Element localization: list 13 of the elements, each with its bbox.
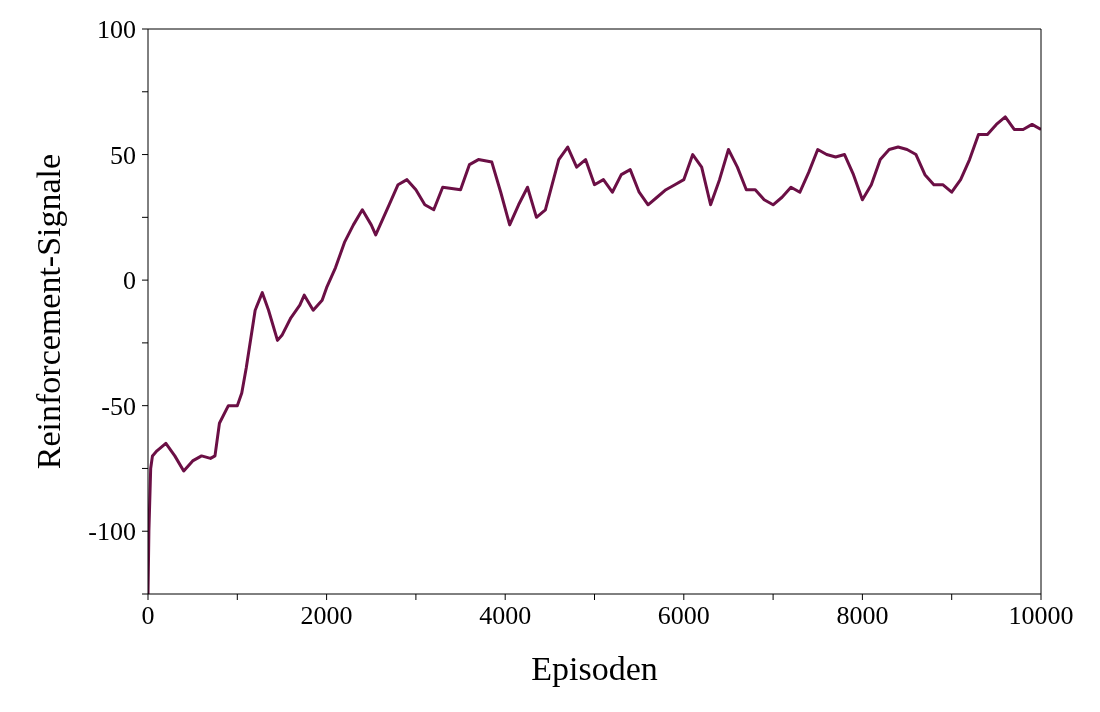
x-tick-label: 10000 [1008,601,1074,631]
y-tick-label: 50 [110,140,136,170]
y-tick-label: 0 [123,266,136,296]
x-tick-label: 6000 [657,601,710,631]
y-tick-label: -100 [88,517,136,547]
x-tick-label: 8000 [836,601,889,631]
x-tick-label: 2000 [300,601,353,631]
y-tick-label: -50 [101,391,136,421]
y-axis-title: Reinforcement-Signale [30,153,68,470]
x-axis-title: Episoden [531,650,658,687]
x-tick-label: 4000 [479,601,532,631]
x-tick-label: 0 [141,601,155,631]
y-tick-label: 100 [97,15,136,45]
